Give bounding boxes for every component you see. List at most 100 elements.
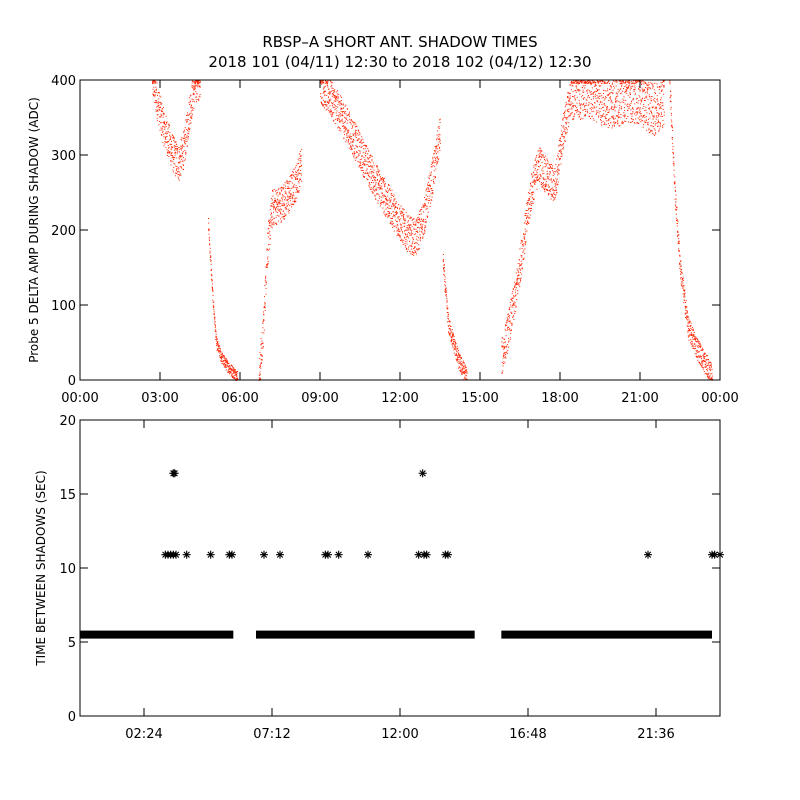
top-data-point <box>626 106 628 108</box>
top-data-point <box>509 322 511 324</box>
top-data-point <box>192 80 194 82</box>
top-data-point <box>704 360 706 362</box>
top-data-point <box>598 112 600 114</box>
top-data-point <box>383 201 385 203</box>
top-data-point <box>636 98 637 100</box>
top-data-point <box>297 191 299 192</box>
top-data-point <box>415 224 417 226</box>
top-data-point <box>385 215 387 217</box>
top-data-point <box>387 214 389 216</box>
top-data-point <box>404 245 406 246</box>
top-data-point <box>575 85 577 87</box>
top-data-point <box>386 198 388 200</box>
top-data-point <box>221 352 223 354</box>
top-data-point <box>682 278 684 279</box>
top-data-point <box>691 334 693 336</box>
top-data-point <box>414 246 416 248</box>
top-data-point <box>453 352 455 354</box>
top-data-point <box>380 179 382 181</box>
top-data-point <box>439 146 441 148</box>
top-data-point <box>648 82 650 84</box>
top-data-point <box>372 171 374 173</box>
top-data-point <box>515 305 517 307</box>
top-data-point <box>643 89 645 91</box>
top-data-point <box>190 117 192 119</box>
top-data-point <box>359 167 361 169</box>
top-data-point <box>299 155 301 157</box>
top-data-point <box>616 99 618 101</box>
top-data-point <box>279 193 281 195</box>
top-data-point <box>263 319 265 321</box>
top-data-point <box>684 313 686 315</box>
top-data-point <box>282 188 284 190</box>
top-data-point <box>324 91 326 93</box>
top-data-point <box>393 225 395 227</box>
top-data-point <box>673 153 674 155</box>
top-data-point <box>699 354 701 356</box>
top-data-point <box>544 189 546 191</box>
top-data-point <box>505 347 507 349</box>
top-data-point <box>449 328 451 330</box>
top-data-point <box>456 350 458 352</box>
top-data-point <box>609 92 611 94</box>
top-data-point <box>371 166 373 168</box>
top-data-point <box>505 325 507 327</box>
top-data-point <box>443 264 445 266</box>
top-data-point <box>554 185 556 187</box>
top-data-point <box>411 220 413 222</box>
top-data-point <box>234 372 236 374</box>
top-data-point <box>412 251 413 253</box>
top-data-point <box>502 365 504 367</box>
top-data-point <box>174 172 176 174</box>
top-data-point <box>406 250 408 252</box>
top-data-point <box>329 93 331 95</box>
top-data-point <box>687 325 689 327</box>
top-data-point <box>422 234 424 236</box>
top-data-point <box>459 362 461 364</box>
top-data-point <box>654 97 656 99</box>
top-data-point <box>337 96 339 98</box>
top-data-point <box>656 112 658 114</box>
top-data-point <box>167 144 169 146</box>
top-data-point <box>505 322 507 324</box>
top-data-point <box>431 163 433 165</box>
top-data-point <box>708 372 710 374</box>
top-data-point <box>413 247 415 249</box>
top-data-point <box>571 85 573 87</box>
top-data-point <box>222 355 224 357</box>
top-data-point <box>295 167 297 169</box>
top-data-point <box>158 104 160 106</box>
top-data-point <box>457 348 459 350</box>
top-data-point <box>189 101 191 103</box>
top-data-point <box>518 268 520 270</box>
top-data-point <box>292 186 294 188</box>
top-data-point <box>587 104 589 106</box>
top-data-point <box>193 85 195 87</box>
top-data-point <box>564 133 566 135</box>
top-data-point <box>219 355 221 357</box>
top-data-point <box>520 269 522 271</box>
top-data-point <box>383 200 385 202</box>
top-data-point <box>188 102 190 104</box>
top-data-point <box>593 119 595 121</box>
top-data-point <box>611 116 613 118</box>
top-data-point <box>682 276 684 278</box>
top-data-point <box>173 147 175 149</box>
top-data-point <box>352 153 354 155</box>
top-data-point <box>536 170 538 172</box>
top-data-point <box>692 345 694 347</box>
top-data-point <box>185 153 187 155</box>
top-data-point <box>544 159 545 160</box>
top-data-point <box>613 125 615 127</box>
top-data-point <box>558 173 560 175</box>
top-data-point <box>588 103 590 105</box>
top-data-point <box>681 268 682 270</box>
top-data-point <box>529 204 531 205</box>
top-data-point <box>597 81 599 83</box>
top-data-point <box>527 223 529 225</box>
top-data-point <box>549 167 551 169</box>
top-data-point <box>607 81 609 83</box>
top-data-point <box>223 364 224 366</box>
top-data-point <box>369 188 371 190</box>
top-data-point <box>707 373 709 375</box>
